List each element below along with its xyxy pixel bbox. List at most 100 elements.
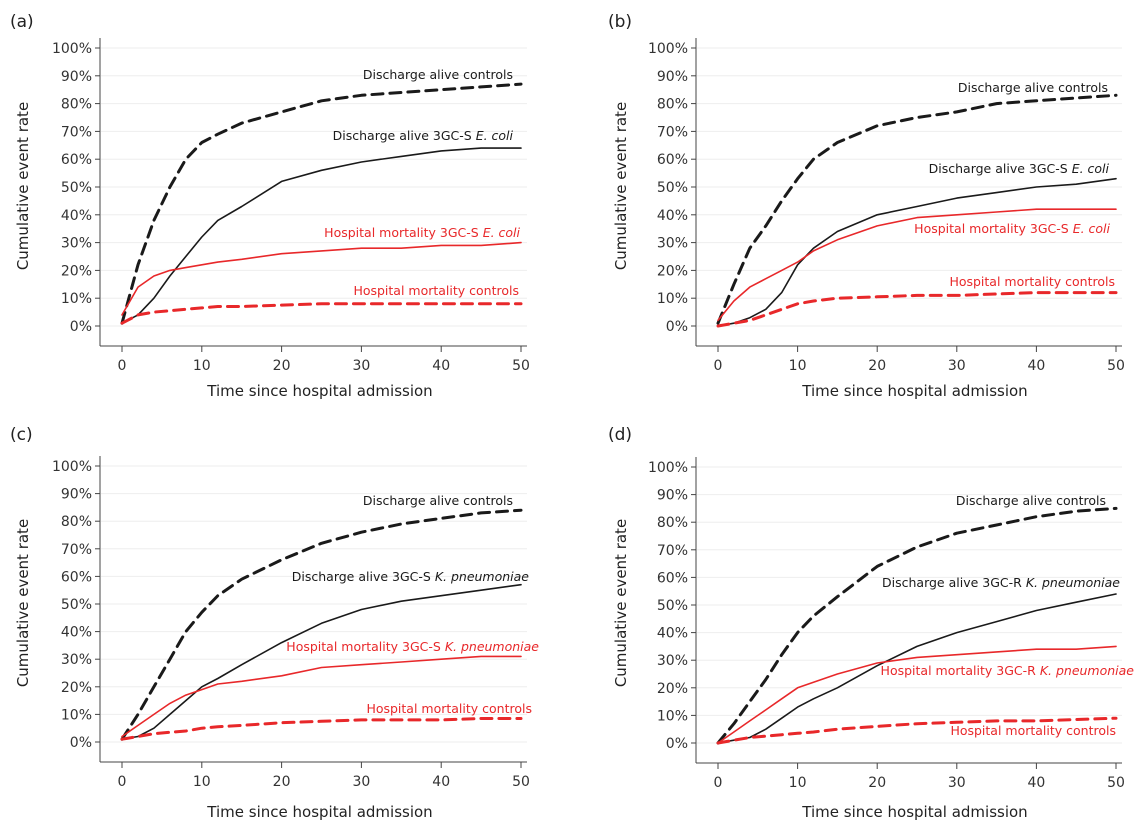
y-tick-label: 60% [657, 570, 688, 586]
x-tick-label: 30 [948, 775, 966, 791]
series-label: Discharge alive 3GC-R K. pneumoniae [882, 575, 1120, 590]
y-tick-label: 100% [648, 41, 688, 57]
y-axis-label: Cumulative event rate [14, 519, 32, 687]
y-tick-label: 50% [657, 180, 688, 196]
x-tick-label: 20 [868, 358, 886, 374]
y-tick-label: 50% [61, 597, 92, 613]
y-tick-label: 20% [61, 263, 92, 279]
series-line [121, 147, 522, 325]
y-tick-label: 70% [657, 124, 688, 140]
y-axis-label: Cumulative event rate [612, 519, 630, 687]
x-tick-label: 40 [432, 358, 450, 374]
x-tick-label: 30 [352, 774, 370, 790]
series-label: Hospital mortality 3GC-S E. coli [324, 225, 520, 240]
y-tick-label: 80% [61, 514, 92, 530]
y-tick-label: 80% [657, 97, 688, 113]
series-line [716, 291, 1118, 328]
series-line [121, 655, 522, 738]
series-line [120, 717, 523, 741]
panel-label: (c) [10, 425, 33, 445]
x-tick-label: 0 [714, 358, 723, 374]
series-label: Hospital mortality 3GC-S K. pneumoniae [286, 639, 539, 654]
y-tick-label: 10% [657, 708, 688, 724]
series-line [120, 82, 523, 325]
series-line [716, 93, 1118, 325]
y-tick-label: 100% [52, 459, 92, 475]
y-tick-label: 30% [61, 652, 92, 668]
x-tick-label: 50 [512, 774, 530, 790]
y-tick-label: 80% [61, 97, 92, 113]
x-tick-label: 0 [118, 774, 127, 790]
y-tick-label: 30% [657, 653, 688, 669]
series-line [120, 508, 523, 741]
x-tick-label: 50 [1107, 775, 1125, 791]
x-tick-label: 40 [432, 774, 450, 790]
y-tick-label: 100% [648, 460, 688, 476]
y-tick-label: 10% [61, 707, 92, 723]
y-tick-label: 80% [657, 515, 688, 531]
panel-label: (d) [608, 425, 632, 445]
series-line [717, 593, 1117, 744]
series-label: Hospital mortality controls [353, 283, 519, 298]
y-tick-label: 10% [657, 291, 688, 307]
panel-label: (b) [608, 12, 632, 32]
y-tick-label: 40% [61, 625, 92, 641]
x-tick-label: 10 [789, 358, 807, 374]
y-axis-label: Cumulative event rate [14, 102, 32, 270]
y-tick-label: 30% [61, 236, 92, 252]
y-tick-label: 0% [70, 319, 92, 335]
x-tick-label: 30 [352, 358, 370, 374]
y-tick-label: 90% [61, 69, 92, 85]
y-tick-label: 50% [61, 180, 92, 196]
series-label: Hospital mortality 3GC-R K. pneumoniae [881, 663, 1135, 678]
series-line [716, 506, 1118, 745]
x-tick-label: 10 [193, 358, 211, 374]
series-label: Discharge alive 3GC-S E. coli [929, 161, 1110, 176]
x-tick-label: 40 [1027, 358, 1045, 374]
x-tick-label: 50 [1107, 358, 1125, 374]
x-tick-label: 50 [512, 358, 530, 374]
x-axis-label: Time since hospital admission [206, 803, 432, 821]
y-tick-label: 10% [61, 291, 92, 307]
series-label: Discharge alive 3GC-S E. coli [333, 128, 514, 143]
y-tick-label: 70% [61, 542, 92, 558]
y-tick-label: 90% [657, 488, 688, 504]
y-tick-label: 20% [657, 263, 688, 279]
x-tick-label: 20 [273, 358, 291, 374]
series-line [717, 645, 1117, 744]
series-line [121, 241, 522, 316]
series-label: Discharge alive controls [363, 493, 513, 508]
y-tick-label: 0% [666, 319, 688, 335]
series-label: Discharge alive controls [363, 67, 513, 82]
x-tick-label: 10 [193, 774, 211, 790]
series-label: Hospital mortality 3GC-S E. coli [914, 221, 1110, 236]
x-tick-label: 10 [789, 775, 807, 791]
series-label: Hospital mortality controls [950, 723, 1116, 738]
x-axis-label: Time since hospital admission [206, 382, 432, 400]
y-tick-label: 0% [70, 735, 92, 751]
y-tick-label: 30% [657, 236, 688, 252]
panel-label: (a) [10, 12, 34, 32]
chart-panel-d: (d) 0% 10% 20% 30% 40% 50% 60% 70% 80% 90% 100% 0 10 2… [608, 425, 1134, 821]
y-tick-label: 0% [666, 736, 688, 752]
series-label: Discharge alive controls [956, 493, 1106, 508]
series-line [717, 177, 1117, 327]
chart-panel-b: (b) 0% 10% 20% 30% 40% 50% 60% 70% 80% 90% 100% 0 10 2… [608, 12, 1125, 400]
x-tick-label: 30 [948, 358, 966, 374]
y-tick-label: 70% [61, 124, 92, 140]
y-tick-label: 100% [52, 41, 92, 57]
series-line [120, 302, 523, 325]
x-axis-label: Time since hospital admission [801, 382, 1027, 400]
series-line [717, 208, 1117, 322]
x-tick-label: 0 [714, 775, 723, 791]
y-tick-label: 70% [657, 543, 688, 559]
y-tick-label: 60% [61, 569, 92, 585]
y-tick-label: 40% [657, 208, 688, 224]
y-tick-label: 90% [657, 69, 688, 85]
x-tick-label: 20 [868, 775, 886, 791]
y-tick-label: 20% [657, 681, 688, 697]
x-tick-label: 40 [1027, 775, 1045, 791]
y-tick-label: 90% [61, 487, 92, 503]
series-label: Hospital mortality controls [366, 701, 532, 716]
